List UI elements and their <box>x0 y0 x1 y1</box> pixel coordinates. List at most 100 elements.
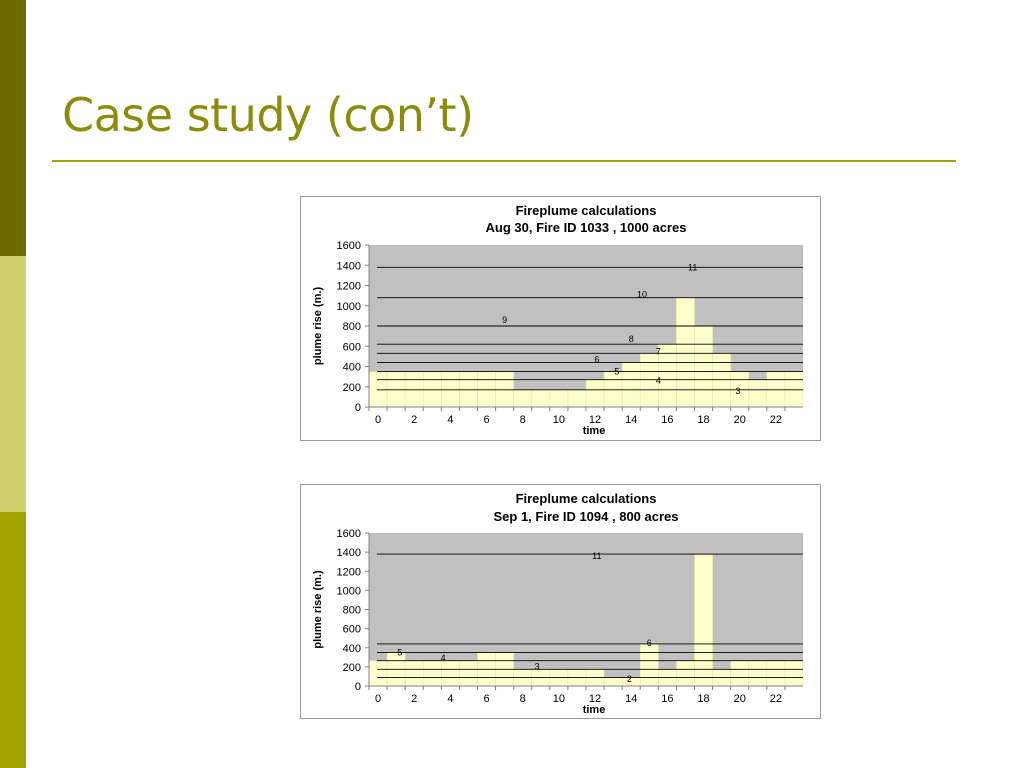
x-tick-label: 12 <box>589 414 601 426</box>
bar <box>386 371 406 408</box>
x-tick-label: 2 <box>411 693 417 705</box>
y-tick-label: 1400 <box>337 260 361 272</box>
chart-aug-30: Fireplume calculations Aug 30, Fire ID 10… <box>300 196 821 441</box>
title-underline <box>52 160 956 162</box>
y-tick-label: 1000 <box>337 585 361 597</box>
bar <box>422 660 442 687</box>
y-tick-label: 1600 <box>337 528 361 540</box>
bar <box>784 660 804 687</box>
bar <box>585 379 605 408</box>
bar <box>676 660 695 687</box>
x-tick-label: 6 <box>483 693 489 705</box>
bar <box>730 660 750 687</box>
y-tick-label: 400 <box>343 362 361 374</box>
bar <box>531 389 551 408</box>
x-tick-label: 0 <box>375 693 381 705</box>
bar <box>404 660 424 687</box>
y-tick-label: 800 <box>343 321 361 333</box>
x-tick-label: 18 <box>697 414 709 426</box>
data-label: 4 <box>656 376 661 386</box>
bar <box>712 353 731 408</box>
x-tick-label: 22 <box>770 414 782 426</box>
bar <box>766 660 786 687</box>
y-axis-label: plume rise (m.) <box>312 570 324 649</box>
bar <box>549 389 569 408</box>
x-axis-label: time <box>583 704 606 716</box>
bar <box>766 371 786 408</box>
y-tick-label: 0 <box>355 681 361 693</box>
chart-subtitle: Aug 30, Fire ID 1033 , 1000 acres <box>486 220 687 235</box>
x-tick-label: 8 <box>520 693 526 705</box>
data-label: 5 <box>397 647 402 657</box>
sidebar-segment-mid <box>0 512 26 768</box>
x-tick-label: 14 <box>625 414 637 426</box>
chart-title: Fireplume calculations <box>516 203 657 218</box>
bar <box>404 371 424 408</box>
y-tick-label: 1200 <box>337 281 361 293</box>
bar <box>513 389 533 408</box>
y-tick-label: 1400 <box>337 547 361 559</box>
bar <box>441 660 460 687</box>
x-tick-label: 10 <box>553 693 565 705</box>
x-tick-label: 4 <box>447 693 453 705</box>
bar <box>694 325 713 408</box>
bar <box>748 660 768 687</box>
chart-aug-30-svg: Fireplume calculations Aug 30, Fire ID 10… <box>312 203 804 437</box>
y-tick-label: 400 <box>343 643 361 655</box>
chart-sep-1-svg: Fireplume calculations Sep 1, Fire ID 109… <box>312 491 804 716</box>
x-tick-label: 20 <box>734 414 746 426</box>
x-tick-label: 4 <box>447 414 453 426</box>
x-tick-label: 6 <box>483 414 489 426</box>
x-tick-label: 14 <box>625 693 637 705</box>
data-label: 3 <box>735 386 740 396</box>
x-tick-label: 18 <box>697 693 709 705</box>
bar <box>495 371 514 408</box>
data-label: 7 <box>656 346 661 356</box>
bar <box>441 371 460 408</box>
x-tick-label: 2 <box>411 414 417 426</box>
data-label: 4 <box>441 653 446 663</box>
bar <box>422 371 442 408</box>
data-label: 8 <box>629 334 634 344</box>
y-tick-label: 200 <box>343 662 361 674</box>
bar <box>477 371 496 408</box>
bar <box>368 371 388 408</box>
x-tick-label: 8 <box>520 414 526 426</box>
bar <box>748 379 768 408</box>
slide-title: Case study (con’t) <box>62 88 474 142</box>
data-label: 2 <box>627 674 632 684</box>
data-label: 6 <box>594 354 599 364</box>
bar <box>603 677 623 687</box>
data-label: 9 <box>502 315 507 325</box>
bar <box>567 389 587 408</box>
x-tick-label: 10 <box>553 414 565 426</box>
y-tick-label: 1000 <box>337 301 361 313</box>
x-axis-label: time <box>583 425 606 437</box>
data-label: 10 <box>637 290 647 300</box>
bar <box>784 371 804 408</box>
bar <box>459 371 478 408</box>
chart-title: Fireplume calculations <box>516 491 657 506</box>
x-tick-label: 16 <box>661 414 673 426</box>
bar <box>459 660 478 687</box>
y-axis-label: plume rise (m.) <box>312 287 324 366</box>
y-tick-label: 800 <box>343 605 361 617</box>
data-label: 3 <box>535 662 540 672</box>
y-tick-label: 1600 <box>337 240 361 252</box>
bar <box>368 660 388 687</box>
bar <box>639 643 659 687</box>
y-tick-label: 0 <box>355 402 361 414</box>
decorative-sidebar <box>0 0 26 768</box>
sidebar-segment-light <box>0 256 26 512</box>
y-tick-label: 1200 <box>337 566 361 578</box>
x-tick-label: 22 <box>770 693 782 705</box>
data-label: 11 <box>688 262 697 272</box>
y-tick-label: 200 <box>343 382 361 394</box>
data-label: 11 <box>592 551 601 561</box>
chart-sep-1: Fireplume calculations Sep 1, Fire ID 109… <box>300 484 821 719</box>
x-tick-label: 12 <box>589 693 601 705</box>
y-tick-label: 600 <box>343 341 361 353</box>
bar <box>621 362 641 408</box>
sidebar-segment-dark <box>0 0 26 256</box>
bar <box>603 371 623 408</box>
